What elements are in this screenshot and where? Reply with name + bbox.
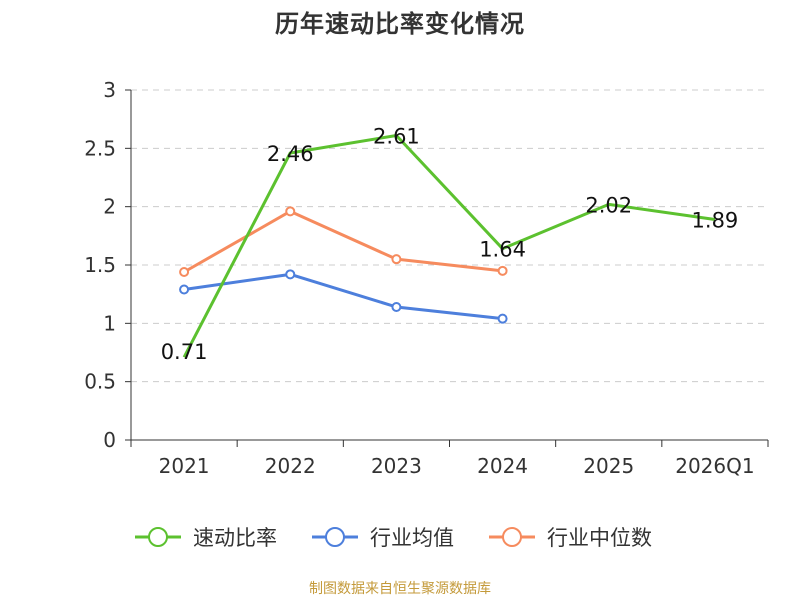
data-point xyxy=(179,267,190,277)
data-point xyxy=(391,254,402,265)
x-tick-label: 2021 xyxy=(159,454,210,478)
data-point xyxy=(285,269,296,280)
data-point xyxy=(497,265,508,276)
legend-marker xyxy=(325,527,345,547)
y-tick-label: 1 xyxy=(103,311,116,335)
legend-marker xyxy=(502,527,522,547)
chart-title: 历年速动比率变化情况 xyxy=(275,10,525,38)
x-tick-label: 2025 xyxy=(583,454,634,478)
x-tick-label: 2024 xyxy=(477,454,528,478)
data-point xyxy=(391,302,402,312)
data-source-note: 制图数据来自恒生聚源数据库 xyxy=(309,581,491,597)
y-tick-label: 0.5 xyxy=(84,370,116,394)
y-tick-label: 2 xyxy=(103,195,116,219)
legend-label: 行业中位数 xyxy=(547,526,652,550)
legend-label: 行业均值 xyxy=(370,526,454,550)
series-line xyxy=(183,209,503,274)
data-label: 2.46 xyxy=(267,142,314,166)
legend-label: 速动比率 xyxy=(193,526,277,550)
y-tick-label: 0 xyxy=(103,428,116,452)
x-tick-label: 2023 xyxy=(371,454,422,478)
data-label: 1.64 xyxy=(479,238,526,262)
data-label: 1.89 xyxy=(692,209,739,233)
data-label: 2.02 xyxy=(585,193,632,217)
data-point xyxy=(179,284,190,295)
y-tick-label: 1.5 xyxy=(84,253,116,277)
y-tick-label: 3 xyxy=(103,78,116,102)
data-label: 0.71 xyxy=(161,340,208,364)
x-tick-label: 2022 xyxy=(265,454,316,478)
series-line xyxy=(183,272,503,321)
x-tick-label: 2026Q1 xyxy=(675,454,754,478)
data-point xyxy=(497,313,508,324)
legend-marker xyxy=(148,527,168,547)
data-point xyxy=(285,206,296,217)
y-tick-label: 2.5 xyxy=(84,136,116,160)
data-label: 2.61 xyxy=(373,125,420,149)
series-line xyxy=(182,134,716,358)
